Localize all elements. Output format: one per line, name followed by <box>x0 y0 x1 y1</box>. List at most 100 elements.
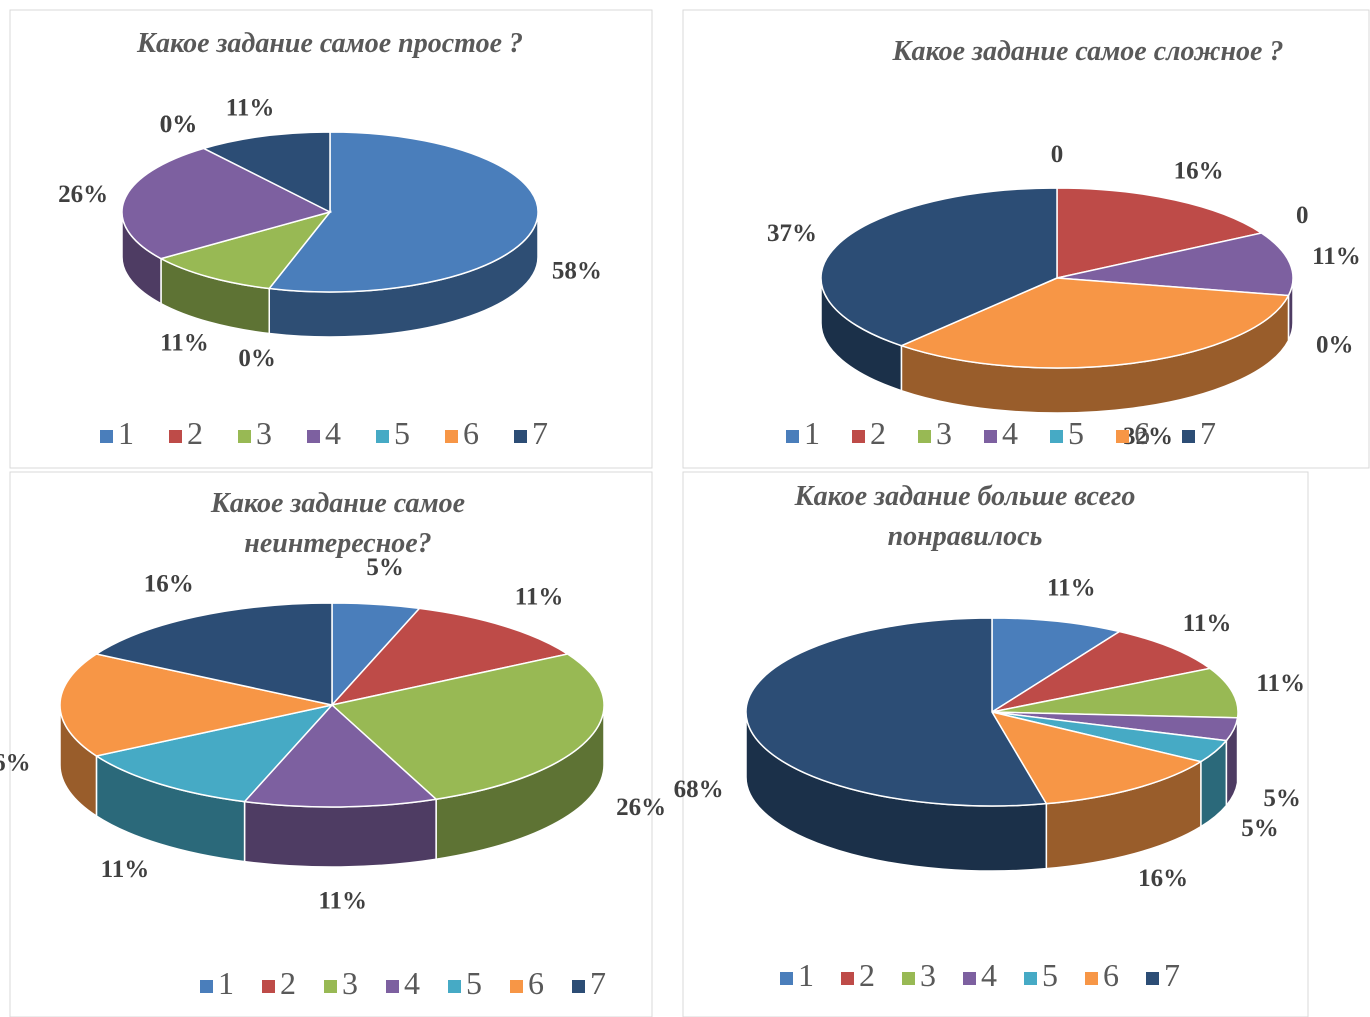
data-label: 5% <box>1263 785 1301 812</box>
legend-label: 6 <box>1103 957 1119 993</box>
pie-slice <box>94 602 333 706</box>
legend-swatch <box>510 980 523 993</box>
legend-swatch <box>1024 972 1037 985</box>
legend-swatch <box>200 980 213 993</box>
pie-slice <box>121 147 333 260</box>
data-label: 16% <box>1174 158 1224 185</box>
data-label: 11% <box>1047 575 1096 602</box>
data-label: 68% <box>674 776 724 803</box>
legend-swatch <box>963 972 976 985</box>
legend-label: 7 <box>1164 957 1180 993</box>
panel <box>9 471 653 1017</box>
legend-swatch <box>984 430 997 443</box>
legend-swatch <box>386 980 399 993</box>
data-label: 11% <box>1312 243 1361 270</box>
pie-slice <box>94 703 335 803</box>
pie-slice <box>899 277 1290 369</box>
data-label: 58% <box>552 258 602 285</box>
legend-label: 2 <box>280 965 296 1001</box>
legend-label: 3 <box>920 957 936 993</box>
legend-swatch <box>376 430 389 443</box>
pie-slice <box>745 617 1048 807</box>
legend-label: 1 <box>798 957 814 993</box>
legend-swatch <box>448 980 461 993</box>
legend-swatch <box>1085 972 1098 985</box>
pie-slice <box>329 607 570 707</box>
panel <box>682 471 1309 1017</box>
chart-title: Какое задание самое простое ? <box>136 28 523 59</box>
data-label: 11% <box>1256 670 1305 697</box>
pie-slice <box>1056 232 1294 297</box>
legend-swatch <box>780 972 793 985</box>
legend-label: 5 <box>394 415 410 451</box>
legend-label: 4 <box>404 965 420 1001</box>
legend-label: 3 <box>342 965 358 1001</box>
legend-swatch <box>852 430 865 443</box>
pie-slice <box>267 131 539 293</box>
pie-slice <box>201 131 331 214</box>
chart-title: Какое задание больше всего <box>794 481 1136 512</box>
data-label: 16% <box>144 570 194 597</box>
data-label: 16% <box>1138 865 1188 892</box>
chart-title: неинтересное? <box>244 528 431 559</box>
data-label: 16% <box>0 750 31 777</box>
data-label: 0% <box>160 111 198 138</box>
legend-label: 6 <box>1134 415 1150 451</box>
data-label: 32% <box>1123 423 1173 450</box>
data-label: 5% <box>1241 815 1279 842</box>
data-label: 11% <box>1183 610 1232 637</box>
legend-swatch <box>307 430 320 443</box>
data-label: 0% <box>1316 331 1354 358</box>
legend-label: 1 <box>804 415 820 451</box>
pie-slice <box>158 210 333 290</box>
legend-label: 1 <box>218 965 234 1001</box>
pie-side <box>243 798 437 868</box>
data-label: 5% <box>366 554 404 581</box>
data-label: 11% <box>101 856 150 883</box>
pie-slice <box>820 187 1058 347</box>
data-label: 0 <box>1051 141 1064 168</box>
pie-slice <box>330 653 605 801</box>
data-label: 11% <box>318 887 367 914</box>
panel <box>9 9 653 469</box>
legend-label: 3 <box>936 415 952 451</box>
legend-swatch <box>238 430 251 443</box>
data-label: 37% <box>767 220 817 247</box>
pie-slice <box>991 667 1239 719</box>
data-label: 11% <box>160 329 209 356</box>
legend-swatch <box>786 430 799 443</box>
data-label: 26% <box>616 794 666 821</box>
legend-swatch <box>262 980 275 993</box>
chart-title: Какое задание самое <box>210 488 465 519</box>
data-label: 26% <box>58 181 108 208</box>
legend-label: 5 <box>466 965 482 1001</box>
legend-swatch <box>902 972 915 985</box>
pie-slice <box>991 630 1212 713</box>
legend-swatch <box>100 430 113 443</box>
legend-swatch <box>514 430 527 443</box>
legend-label: 4 <box>325 415 341 451</box>
chart-title: Какое задание самое сложное ? <box>892 36 1284 67</box>
legend-label: 4 <box>1002 415 1018 451</box>
legend-swatch <box>324 980 337 993</box>
legend-label: 7 <box>532 415 548 451</box>
legend-label: 4 <box>981 957 997 993</box>
pie-slice <box>243 703 438 808</box>
data-label: 11% <box>226 94 275 121</box>
legend-swatch <box>445 430 458 443</box>
data-label: 0% <box>238 345 276 372</box>
pie-slice <box>991 617 1122 714</box>
legend-label: 7 <box>590 965 606 1001</box>
pie-slice <box>59 653 333 757</box>
legend-label: 3 <box>256 415 272 451</box>
legend-label: 7 <box>1200 415 1216 451</box>
data-label: 0% <box>160 111 198 138</box>
legend-swatch <box>169 430 182 443</box>
data-label: 11% <box>515 583 564 610</box>
chart-title: понравилось <box>888 521 1043 552</box>
legend-swatch <box>841 972 854 985</box>
legend-swatch <box>572 980 585 993</box>
data-label: 0 <box>1296 202 1309 229</box>
legend-swatch <box>918 430 931 443</box>
